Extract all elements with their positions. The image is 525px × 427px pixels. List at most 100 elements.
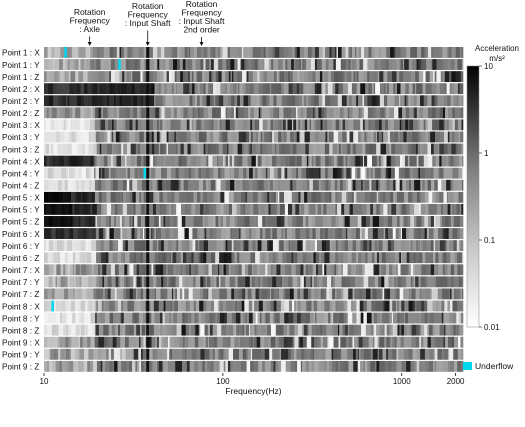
heatmap-cell (364, 156, 367, 167)
heatmap-cell (192, 228, 197, 239)
heatmap-cell (169, 313, 171, 324)
heatmap-cell (230, 119, 235, 130)
heatmap-cell (56, 132, 60, 143)
heatmap-cell (69, 228, 72, 239)
heatmap-cell (218, 337, 223, 348)
heatmap-cell (125, 337, 129, 348)
heatmap-cell (235, 264, 239, 275)
heatmap-cell (443, 361, 448, 372)
heatmap-cell (200, 288, 203, 299)
heatmap-cell (111, 192, 116, 203)
heatmap-cell (303, 240, 306, 251)
heatmap-cell (265, 204, 269, 215)
heatmap-cell (434, 337, 437, 348)
heatmap-cell (150, 252, 155, 263)
heatmap-cell (374, 325, 377, 336)
heatmap-cell (114, 361, 118, 372)
heatmap-cell (245, 216, 250, 227)
heatmap-cell (91, 240, 96, 251)
heatmap-cell (356, 144, 358, 155)
heatmap-cell (319, 47, 323, 58)
heatmap-cell (269, 337, 271, 348)
heatmap-cell (198, 361, 202, 372)
heatmap-cell (163, 313, 166, 324)
heatmap-cell (149, 264, 152, 275)
heatmap-cell (183, 83, 186, 94)
heatmap-cell (257, 264, 260, 275)
heatmap-cell (338, 301, 341, 312)
heatmap-cell (163, 361, 167, 372)
heatmap-cell (302, 95, 304, 106)
heatmap-cell (163, 264, 166, 275)
heatmap-cell (405, 168, 410, 179)
heatmap-cell (448, 361, 450, 372)
colorbar-tick-label: 10 (484, 62, 493, 71)
heatmap-cell (352, 59, 356, 70)
heatmap-cell (211, 95, 214, 106)
heatmap-cell (223, 337, 228, 348)
heatmap-cell (167, 47, 170, 58)
heatmap-cell (163, 168, 168, 179)
heatmap-cell (280, 180, 285, 191)
heatmap-cell (356, 95, 358, 106)
heatmap-cell (250, 216, 254, 227)
heatmap-cell (429, 228, 434, 239)
heatmap-cell (185, 204, 189, 215)
heatmap-cell (321, 168, 326, 179)
heatmap-cell (368, 276, 371, 287)
heatmap-cell (331, 228, 333, 239)
heatmap-cell (414, 107, 417, 118)
heatmap-cell (183, 71, 186, 82)
heatmap-cell (422, 156, 424, 167)
heatmap-cell (417, 349, 421, 360)
heatmap-cell (185, 71, 188, 82)
heatmap-cell (217, 325, 222, 336)
heatmap-cell (226, 59, 229, 70)
heatmap-cell (160, 132, 162, 143)
heatmap-cell (291, 180, 293, 191)
heatmap-cell (189, 325, 191, 336)
heatmap-cell (402, 156, 405, 167)
heatmap-cell (161, 83, 165, 94)
heatmap-cell (288, 313, 293, 324)
heatmap-cell (73, 288, 75, 299)
heatmap-cell (216, 71, 219, 82)
heatmap-cell (123, 252, 126, 263)
heatmap-cell (431, 216, 435, 227)
heatmap-cell (171, 361, 176, 372)
heatmap-cell (97, 95, 102, 106)
heatmap-cell (88, 83, 92, 94)
heatmap-cell (218, 216, 221, 227)
heatmap-cell (150, 288, 153, 299)
heatmap-cell (248, 107, 250, 118)
heatmap-cell (428, 119, 432, 130)
heatmap-cell (426, 119, 429, 130)
heatmap-cell (237, 71, 242, 82)
heatmap-cell (173, 204, 177, 215)
heatmap-cell (150, 107, 152, 118)
heatmap-cell (426, 59, 431, 70)
heatmap-cell (79, 313, 82, 324)
heatmap-cell (300, 132, 305, 143)
heatmap-cell (374, 59, 377, 70)
heatmap-cell (99, 168, 101, 179)
heatmap-cell (233, 144, 238, 155)
heatmap-cell (336, 288, 341, 299)
heatmap-cell (77, 132, 81, 143)
heatmap-cell (64, 156, 68, 167)
heatmap-cell (196, 349, 200, 360)
heatmap-cell (342, 132, 347, 143)
heatmap-cell (377, 59, 381, 70)
heatmap-cell (418, 156, 422, 167)
heatmap-cell (420, 168, 425, 179)
heatmap-cell (435, 71, 437, 82)
heatmap-cell (404, 216, 408, 227)
heatmap-cell (108, 240, 110, 251)
heatmap-cell (448, 168, 453, 179)
heatmap-cell (299, 83, 303, 94)
heatmap-cell (161, 337, 163, 348)
heatmap-cell (85, 119, 89, 130)
heatmap-cell (398, 349, 403, 360)
heatmap-cell (289, 83, 293, 94)
